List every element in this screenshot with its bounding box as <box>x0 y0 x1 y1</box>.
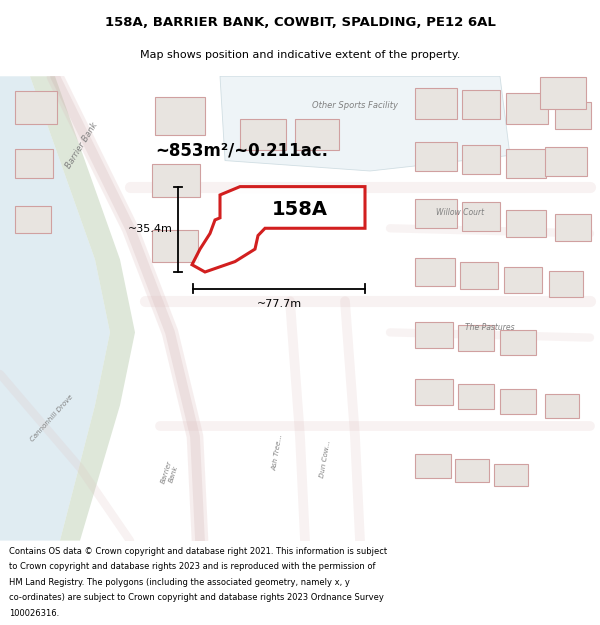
Polygon shape <box>30 76 135 541</box>
Bar <box>415 259 455 286</box>
Text: 158A, BARRIER BANK, COWBIT, SPALDING, PE12 6AL: 158A, BARRIER BANK, COWBIT, SPALDING, PE… <box>104 16 496 29</box>
Polygon shape <box>192 187 365 272</box>
Bar <box>500 330 536 355</box>
Text: Barrier Bank: Barrier Bank <box>64 121 100 169</box>
Text: ~77.7m: ~77.7m <box>256 299 302 309</box>
Bar <box>504 267 542 293</box>
Bar <box>540 78 586 109</box>
Bar <box>506 149 546 178</box>
Bar <box>458 384 494 409</box>
Bar <box>549 271 583 297</box>
Bar <box>455 459 489 482</box>
Text: Contains OS data © Crown copyright and database right 2021. This information is : Contains OS data © Crown copyright and d… <box>9 546 387 556</box>
Bar <box>15 206 51 234</box>
Text: Ash Tree...: Ash Tree... <box>272 433 284 471</box>
Bar <box>460 262 498 289</box>
Text: Cannonhill Drove: Cannonhill Drove <box>29 393 74 442</box>
Text: The Pastures: The Pastures <box>465 322 515 332</box>
Bar <box>415 454 451 478</box>
Bar <box>240 119 286 150</box>
Bar <box>545 147 587 176</box>
Bar <box>500 389 536 414</box>
Polygon shape <box>0 76 110 541</box>
Text: ~35.4m: ~35.4m <box>128 224 173 234</box>
Bar <box>506 209 546 237</box>
Text: to Crown copyright and database rights 2023 and is reproduced with the permissio: to Crown copyright and database rights 2… <box>9 562 376 571</box>
Bar <box>415 199 457 228</box>
Text: 100026316.: 100026316. <box>9 609 59 618</box>
Text: ~853m²/~0.211ac.: ~853m²/~0.211ac. <box>155 141 328 159</box>
Bar <box>295 119 339 150</box>
Bar <box>415 322 453 348</box>
Text: 158A: 158A <box>272 200 328 219</box>
Bar <box>152 164 200 197</box>
Text: co-ordinates) are subject to Crown copyright and database rights 2023 Ordnance S: co-ordinates) are subject to Crown copyr… <box>9 593 384 602</box>
Bar <box>494 464 528 486</box>
Bar <box>555 214 591 241</box>
Bar <box>545 394 579 418</box>
Polygon shape <box>220 76 510 171</box>
Bar <box>155 97 205 134</box>
Text: Map shows position and indicative extent of the property.: Map shows position and indicative extent… <box>140 50 460 60</box>
Bar <box>506 93 548 124</box>
Bar <box>458 325 494 351</box>
Bar <box>462 90 500 119</box>
Bar <box>462 145 500 174</box>
Bar <box>15 91 57 124</box>
Bar <box>415 142 457 171</box>
Bar <box>415 88 457 119</box>
Bar <box>415 379 453 405</box>
Text: Dun Cow...: Dun Cow... <box>319 440 331 479</box>
Text: Other Sports Facility: Other Sports Facility <box>312 101 398 110</box>
Bar <box>462 202 500 231</box>
Bar <box>555 102 591 129</box>
Text: Willow Court: Willow Court <box>436 208 484 217</box>
Text: HM Land Registry. The polygons (including the associated geometry, namely x, y: HM Land Registry. The polygons (includin… <box>9 578 350 587</box>
Bar <box>152 231 198 262</box>
Bar <box>15 149 53 178</box>
Text: Barrier
Bank: Barrier Bank <box>160 459 180 486</box>
